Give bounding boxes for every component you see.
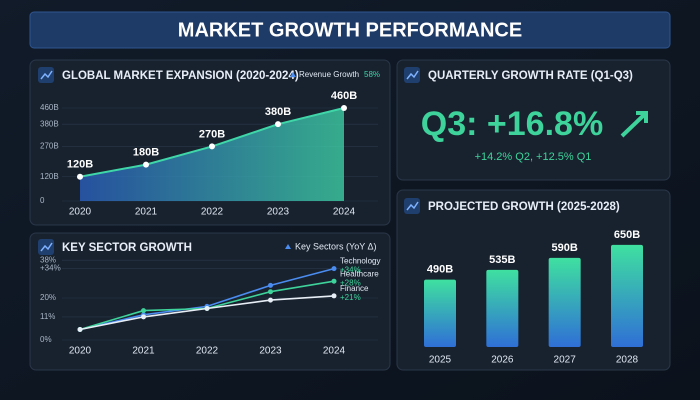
header-bar — [29, 11, 671, 49]
x-tick-label: 2020 — [69, 346, 92, 357]
y-tick-label: 270B — [40, 142, 59, 151]
point — [141, 308, 146, 314]
data-label: +21% — [340, 293, 361, 302]
x-tick-label: 2022 — [201, 207, 224, 218]
y-tick-label: 38% — [40, 255, 56, 264]
kpi-value: Q3: +16.8% — [421, 105, 603, 143]
x-tick-label: 2021 — [135, 207, 158, 218]
data-label: 180B — [133, 147, 159, 159]
bar — [424, 279, 456, 347]
x-tick-label: 2027 — [554, 355, 577, 366]
data-label: 380B — [265, 106, 291, 118]
data-label: 120B — [67, 159, 93, 171]
point — [341, 105, 347, 111]
header-title: MARKET GROWTH PERFORMANCE — [178, 19, 522, 41]
data-label: 535B — [489, 254, 515, 266]
panel — [29, 232, 391, 371]
x-tick-label: 2024 — [323, 346, 346, 357]
point — [204, 306, 210, 311]
panel — [396, 59, 671, 181]
point — [268, 297, 273, 303]
panel-title: GLOBAL MARKET EXPANSION (2020-2024) — [62, 70, 299, 82]
point — [331, 293, 337, 299]
icon — [40, 242, 53, 252]
y-tick-label: 0% — [40, 335, 52, 344]
y-tick-label: +34% — [40, 264, 61, 273]
panel-title: QUARTERLY GROWTH RATE (Q1-Q3) — [428, 70, 633, 82]
legend-title: Key Sectors (YoY Δ) — [295, 241, 377, 251]
point — [331, 266, 337, 272]
legend-label: Revenue Growth — [299, 70, 359, 79]
data-label: 650B — [614, 229, 640, 241]
panel-title: PROJECTED GROWTH (2025-2028) — [428, 201, 620, 213]
data-label: +34% — [340, 266, 361, 275]
point — [268, 289, 273, 295]
icon — [406, 70, 419, 80]
y-tick-label: 11% — [40, 312, 55, 321]
x-tick-label: 2028 — [616, 355, 639, 366]
y-tick-label: 460B — [40, 103, 59, 112]
y-tick-label: 120B — [40, 172, 59, 181]
legend-icon — [290, 72, 296, 77]
point — [331, 278, 337, 284]
bar — [486, 269, 519, 347]
x-tick-label: 2023 — [259, 346, 282, 357]
point — [77, 327, 83, 332]
data-label: 270B — [199, 128, 225, 140]
point — [268, 282, 273, 288]
y-tick-label: 380B — [40, 119, 59, 128]
series-name: Finance — [340, 284, 369, 293]
x-tick-label: 2022 — [196, 346, 219, 357]
x-tick-label: 2020 — [69, 207, 92, 218]
point — [77, 173, 83, 180]
point — [209, 143, 215, 150]
x-tick-label: 2024 — [333, 207, 356, 218]
icon — [40, 70, 53, 80]
icon — [406, 201, 419, 211]
data-label: +28% — [340, 278, 361, 287]
series-name: Healthcare — [340, 269, 379, 278]
x-tick-label: 2023 — [267, 207, 290, 218]
x-tick-label: 2021 — [132, 346, 155, 357]
x-tick-label: 2025 — [429, 355, 452, 366]
y-tick-label: 20% — [40, 293, 56, 302]
panel — [396, 189, 671, 371]
legend-icon — [285, 244, 291, 249]
trend-arrow — [620, 111, 648, 138]
x-tick-label: 2026 — [491, 355, 514, 366]
data-label: 590B — [552, 242, 578, 254]
area — [80, 108, 344, 201]
point — [143, 161, 149, 168]
series-name: Technology — [340, 257, 380, 266]
bar — [611, 244, 643, 347]
data-label: 490B — [427, 264, 453, 276]
y-tick-label: 0 — [40, 196, 45, 205]
kpi-note: +14.2% Q2, +12.5% Q1 — [475, 151, 592, 163]
point — [141, 314, 146, 320]
panel-title: KEY SECTOR GROWTH — [62, 242, 192, 254]
legend-value: 58% — [364, 70, 380, 79]
bar — [548, 257, 581, 347]
point — [275, 121, 281, 128]
data-label: 460B — [331, 90, 357, 102]
